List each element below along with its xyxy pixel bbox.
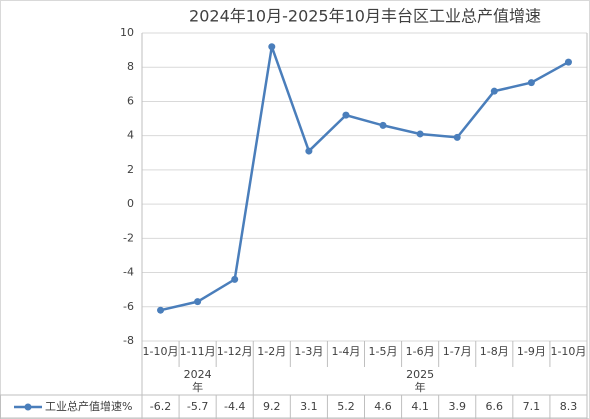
x-tick-label: 1-2月 [257, 345, 286, 358]
data-table-value: 3.1 [300, 400, 318, 413]
data-table-value: 8.3 [560, 400, 578, 413]
data-point [231, 275, 239, 283]
data-table-value: 3.9 [448, 400, 466, 413]
data-table-value: -4.4 [224, 400, 245, 413]
data-table-value: 5.2 [337, 400, 355, 413]
data-point [416, 130, 424, 138]
y-tick-label: -4 [123, 266, 134, 279]
y-tick-label: -8 [123, 334, 134, 347]
data-table-value: 6.6 [486, 400, 504, 413]
legend-marker [24, 403, 32, 411]
y-tick-label: -6 [123, 300, 134, 313]
data-point [379, 121, 387, 129]
data-point [342, 111, 350, 119]
data-table-value: -6.2 [150, 400, 171, 413]
chart-title: 2024年10月-2025年10月丰台区工业总产值增速 [189, 7, 541, 26]
y-tick-label: 8 [127, 60, 134, 73]
data-point [564, 58, 572, 66]
x-tick-label: 1-4月 [331, 345, 360, 358]
x-tick-label: 1-7月 [443, 345, 472, 358]
x-tick-label: 1-8月 [480, 345, 509, 358]
x-tick-label: 1-10月 [143, 345, 179, 358]
year-label: 2025年 [406, 368, 435, 394]
y-tick-label: 2 [127, 163, 134, 176]
data-table-value: 7.1 [523, 400, 541, 413]
series-line [160, 46, 570, 312]
x-tick-label: 1-12月 [217, 345, 253, 358]
data-point [490, 87, 498, 95]
data-point [268, 43, 276, 51]
x-tick-label: 1-6月 [406, 345, 435, 358]
data-table-value: 4.1 [411, 400, 429, 413]
data-point [305, 147, 313, 155]
data-table-value: -5.7 [187, 400, 208, 413]
data-point [453, 133, 461, 141]
x-tick-label: 1-11月 [180, 345, 216, 358]
x-tick-label: 1-5月 [369, 345, 398, 358]
y-tick-label: -2 [123, 231, 134, 244]
data-point [194, 298, 202, 306]
y-tick-label: 10 [120, 26, 134, 39]
y-tick-label: 6 [127, 94, 134, 107]
data-table-value: 9.2 [263, 400, 281, 413]
data-point [157, 306, 165, 314]
y-tick-label: 0 [127, 197, 134, 210]
y-tick-label: 4 [127, 129, 134, 142]
data-point [527, 79, 535, 87]
x-tick-label: 1-10月 [550, 345, 586, 358]
x-tick-label: 1-3月 [294, 345, 323, 358]
x-tick-label: 1-9月 [517, 345, 546, 358]
year-label: 2024年 [183, 368, 212, 394]
data-table-value: 4.6 [374, 400, 392, 413]
legend-label: 工业总产值增速% [45, 399, 132, 413]
